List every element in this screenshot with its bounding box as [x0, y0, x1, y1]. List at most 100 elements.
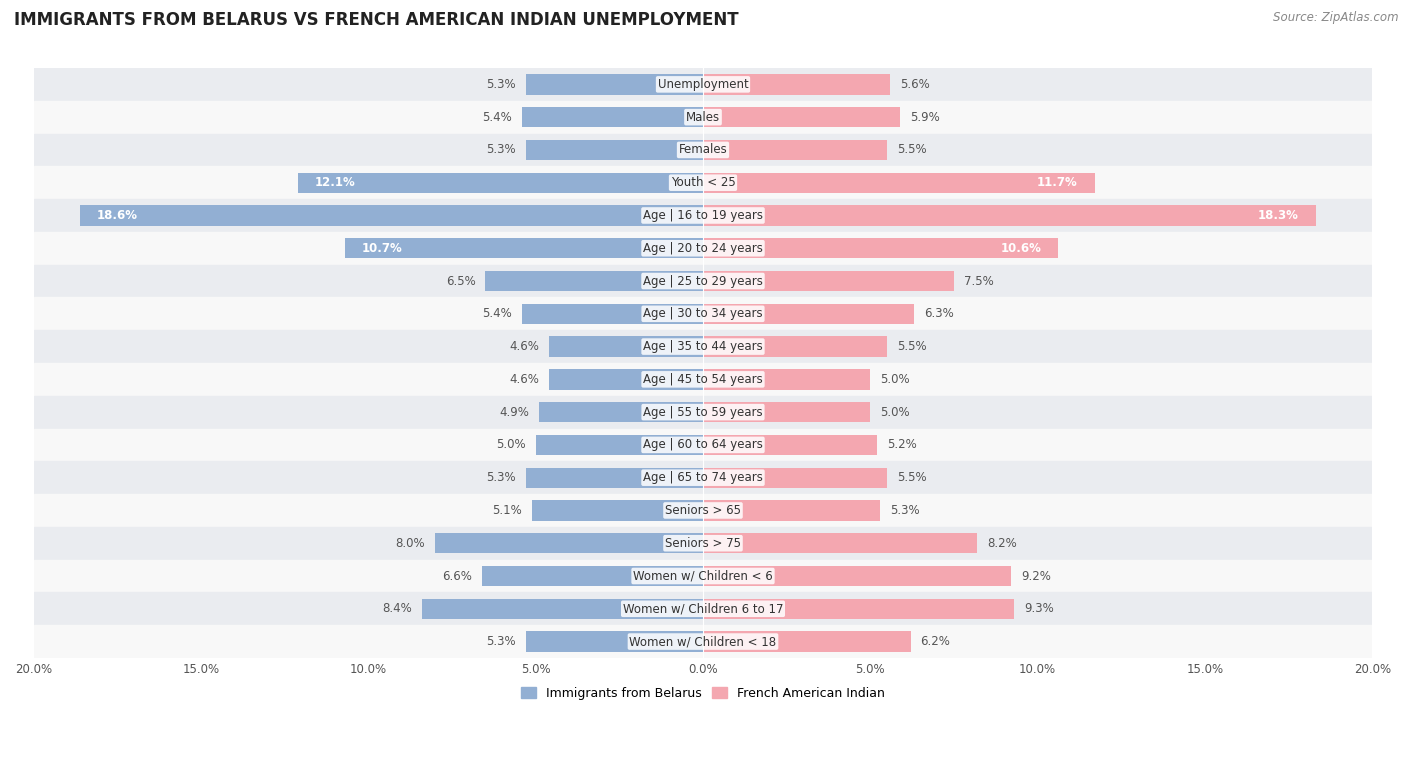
Text: Unemployment: Unemployment [658, 78, 748, 91]
Bar [703, 304, 914, 324]
Bar [482, 565, 703, 586]
Bar [526, 631, 703, 652]
Bar [703, 238, 1057, 258]
Bar [703, 500, 880, 521]
Text: 5.0%: 5.0% [880, 406, 910, 419]
Bar [526, 468, 703, 488]
Bar [34, 232, 1372, 265]
Text: 5.3%: 5.3% [486, 635, 516, 648]
Text: 4.6%: 4.6% [509, 373, 538, 386]
Text: Males: Males [686, 111, 720, 123]
Bar [522, 304, 703, 324]
Text: IMMIGRANTS FROM BELARUS VS FRENCH AMERICAN INDIAN UNEMPLOYMENT: IMMIGRANTS FROM BELARUS VS FRENCH AMERIC… [14, 11, 738, 30]
Text: 11.7%: 11.7% [1038, 176, 1078, 189]
Bar [526, 140, 703, 160]
Text: 4.9%: 4.9% [499, 406, 529, 419]
Text: Age | 30 to 34 years: Age | 30 to 34 years [643, 307, 763, 320]
Bar [526, 74, 703, 95]
Text: 12.1%: 12.1% [315, 176, 356, 189]
Text: 5.1%: 5.1% [492, 504, 522, 517]
Bar [34, 625, 1372, 658]
Text: Women w/ Children < 18: Women w/ Children < 18 [630, 635, 776, 648]
Bar [34, 167, 1372, 199]
Bar [703, 369, 870, 390]
Text: Seniors > 75: Seniors > 75 [665, 537, 741, 550]
Bar [485, 271, 703, 291]
Bar [34, 527, 1372, 559]
Text: Age | 25 to 29 years: Age | 25 to 29 years [643, 275, 763, 288]
Bar [703, 468, 887, 488]
Bar [703, 599, 1014, 619]
Bar [34, 428, 1372, 461]
Bar [703, 565, 1011, 586]
Text: 8.4%: 8.4% [382, 603, 412, 615]
Text: 5.6%: 5.6% [900, 78, 931, 91]
Text: Women w/ Children < 6: Women w/ Children < 6 [633, 569, 773, 582]
Bar [703, 74, 890, 95]
Text: 8.0%: 8.0% [395, 537, 425, 550]
Bar [34, 68, 1372, 101]
Bar [703, 205, 1316, 226]
Text: 6.6%: 6.6% [441, 569, 472, 582]
Bar [536, 435, 703, 455]
Text: 5.3%: 5.3% [890, 504, 920, 517]
Text: Age | 35 to 44 years: Age | 35 to 44 years [643, 340, 763, 353]
Text: Women w/ Children 6 to 17: Women w/ Children 6 to 17 [623, 603, 783, 615]
Bar [298, 173, 703, 193]
Bar [703, 107, 900, 127]
Text: 6.5%: 6.5% [446, 275, 475, 288]
Text: 5.0%: 5.0% [496, 438, 526, 451]
Text: 18.3%: 18.3% [1258, 209, 1299, 222]
Text: Age | 45 to 54 years: Age | 45 to 54 years [643, 373, 763, 386]
Bar [34, 330, 1372, 363]
Text: 9.3%: 9.3% [1025, 603, 1054, 615]
Bar [548, 369, 703, 390]
Text: 7.5%: 7.5% [965, 275, 994, 288]
Text: 18.6%: 18.6% [97, 209, 138, 222]
Text: Age | 60 to 64 years: Age | 60 to 64 years [643, 438, 763, 451]
Bar [533, 500, 703, 521]
Text: 5.5%: 5.5% [897, 340, 927, 353]
Bar [422, 599, 703, 619]
Text: 5.5%: 5.5% [897, 143, 927, 157]
Text: 4.6%: 4.6% [509, 340, 538, 353]
Text: 6.3%: 6.3% [924, 307, 953, 320]
Text: Age | 65 to 74 years: Age | 65 to 74 years [643, 471, 763, 484]
Text: 10.6%: 10.6% [1000, 241, 1040, 255]
Text: 9.2%: 9.2% [1021, 569, 1050, 582]
Text: 5.4%: 5.4% [482, 307, 512, 320]
Text: 5.3%: 5.3% [486, 471, 516, 484]
Text: Age | 16 to 19 years: Age | 16 to 19 years [643, 209, 763, 222]
Bar [34, 593, 1372, 625]
Bar [34, 396, 1372, 428]
Bar [34, 494, 1372, 527]
Text: 10.7%: 10.7% [361, 241, 402, 255]
Text: 6.2%: 6.2% [921, 635, 950, 648]
Bar [522, 107, 703, 127]
Legend: Immigrants from Belarus, French American Indian: Immigrants from Belarus, French American… [516, 682, 890, 705]
Bar [34, 363, 1372, 396]
Bar [34, 461, 1372, 494]
Bar [34, 199, 1372, 232]
Bar [703, 140, 887, 160]
Bar [34, 298, 1372, 330]
Text: Age | 55 to 59 years: Age | 55 to 59 years [643, 406, 763, 419]
Text: 5.3%: 5.3% [486, 143, 516, 157]
Text: Source: ZipAtlas.com: Source: ZipAtlas.com [1274, 11, 1399, 24]
Text: 5.0%: 5.0% [880, 373, 910, 386]
Text: Females: Females [679, 143, 727, 157]
Text: 8.2%: 8.2% [987, 537, 1018, 550]
Text: 5.9%: 5.9% [911, 111, 941, 123]
Bar [344, 238, 703, 258]
Bar [538, 402, 703, 422]
Bar [34, 265, 1372, 298]
Bar [436, 533, 703, 553]
Bar [34, 101, 1372, 133]
Text: 5.3%: 5.3% [486, 78, 516, 91]
Text: Age | 20 to 24 years: Age | 20 to 24 years [643, 241, 763, 255]
Bar [703, 271, 955, 291]
Bar [703, 173, 1095, 193]
Text: Seniors > 65: Seniors > 65 [665, 504, 741, 517]
Bar [703, 533, 977, 553]
Bar [703, 336, 887, 357]
